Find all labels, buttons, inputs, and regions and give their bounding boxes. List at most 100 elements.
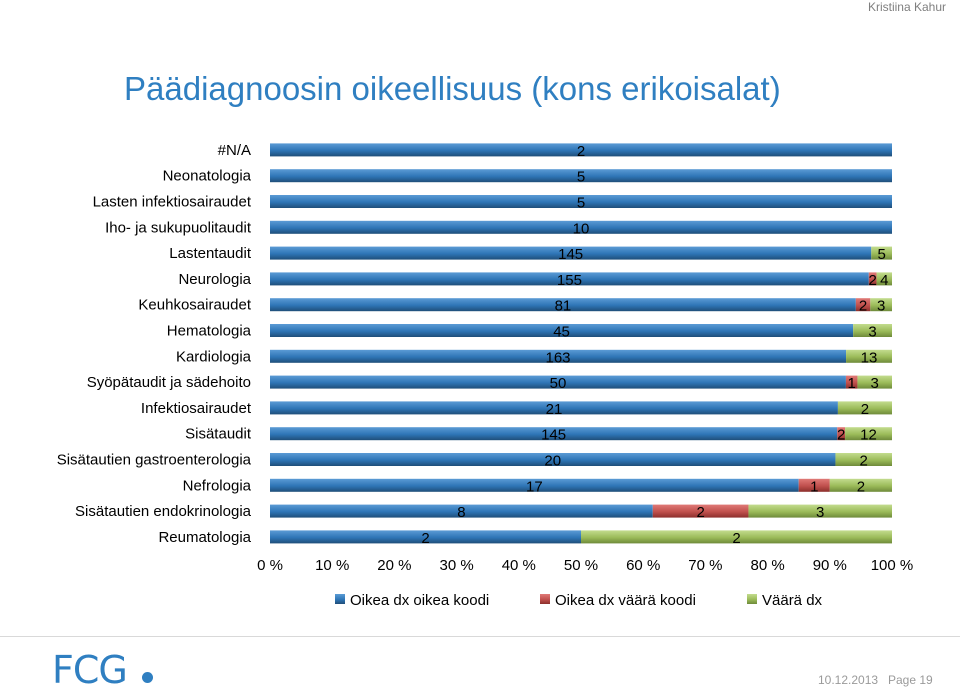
- data-label: 21: [546, 401, 563, 418]
- data-label: 2: [837, 427, 845, 444]
- data-label: 155: [557, 272, 582, 289]
- bar-segment-oikea-koodi: [270, 504, 653, 518]
- bar-segment-vaara-dx: [581, 530, 892, 544]
- fcg-logo: FCG: [52, 648, 128, 692]
- bar-segment-vaara-koodi: [652, 504, 749, 518]
- category-label: Syöpätaudit ja sädehoito: [87, 374, 251, 391]
- data-label: 145: [541, 427, 566, 444]
- legend-label: Oikea dx väärä koodi: [555, 592, 696, 609]
- bar-segment-vaara-koodi: [855, 298, 871, 312]
- legend-swatch: [540, 594, 550, 604]
- footer-page: Page 19: [888, 673, 933, 687]
- bar-segment-vaara-dx: [837, 401, 892, 415]
- bar-segment-oikea-koodi: [270, 453, 836, 466]
- x-tick-label: 10 %: [315, 557, 349, 574]
- bar-segment-oikea-koodi: [270, 195, 892, 208]
- data-label: 163: [546, 349, 571, 366]
- category-label: Kardiologia: [176, 348, 252, 365]
- data-label: 2: [859, 298, 867, 315]
- category-label: Sisätautien endokrinologia: [75, 503, 252, 520]
- x-tick-label: 100 %: [871, 557, 914, 574]
- bar-segment-vaara-dx: [748, 504, 892, 518]
- legend: Oikea dx oikea koodi Oikea dx väärä koodi…: [335, 592, 823, 609]
- data-label: 20: [544, 453, 561, 470]
- bar-segment-vaara-dx: [857, 375, 892, 389]
- bar-segment-vaara-dx: [871, 246, 892, 260]
- x-tick-label: 40 %: [502, 557, 536, 574]
- bar-segment-oikea-koodi: [270, 349, 847, 363]
- data-label: 3: [877, 298, 885, 315]
- author-name: Kristiina Kahur: [867, 0, 946, 14]
- data-label: 8: [457, 504, 465, 521]
- category-label: Lasten infektiosairaudet: [93, 194, 252, 211]
- data-label: 5: [877, 246, 885, 263]
- category-label: Reumatologia: [158, 529, 251, 546]
- slide-title: Päädiagnoosin oikeellisuus (kons erikois…: [124, 70, 781, 107]
- category-label: Neonatologia: [163, 168, 252, 185]
- data-label: 2: [861, 401, 869, 418]
- data-label: 2: [857, 478, 865, 495]
- x-tick-label: 20 %: [377, 557, 411, 574]
- bar-segment-vaara-dx: [829, 478, 892, 492]
- category-label: Keuhkosairaudet: [138, 297, 251, 314]
- category-label: Hematologia: [167, 323, 252, 340]
- x-tick-label: 30 %: [439, 557, 473, 574]
- footer-divider: [0, 636, 960, 637]
- bar-segment-oikea-koodi: [270, 220, 892, 234]
- data-label: 2: [860, 453, 868, 470]
- data-label: 13: [861, 349, 878, 366]
- bar-segment-vaara-koodi: [868, 272, 877, 286]
- bar-segment-oikea-koodi: [270, 427, 838, 441]
- bar-segment-oikea-koodi: [270, 375, 846, 389]
- data-label: 10: [573, 220, 590, 237]
- data-label: 4: [880, 272, 888, 289]
- bar-segment-vaara-koodi: [845, 375, 858, 389]
- data-label: 3: [871, 375, 879, 392]
- data-label: 2: [869, 272, 877, 289]
- category-label: Lastentaudit: [169, 245, 252, 262]
- data-label: 2: [696, 504, 704, 521]
- bar-segment-vaara-koodi: [798, 478, 830, 492]
- bar-segment-oikea-koodi: [270, 298, 856, 312]
- data-label: 145: [558, 246, 583, 263]
- legend-label: Väärä dx: [762, 592, 823, 609]
- bar-segment-vaara-dx: [876, 272, 892, 286]
- bar-segment-oikea-koodi: [270, 324, 854, 337]
- bar-segment-vaara-dx: [845, 427, 892, 441]
- bar-segment-vaara-dx: [853, 324, 892, 337]
- data-label: 50: [550, 375, 567, 392]
- data-label: 5: [577, 169, 585, 186]
- logo-dot-icon: [142, 672, 153, 683]
- data-label: 3: [816, 504, 824, 521]
- bar-segment-oikea-koodi: [270, 272, 869, 286]
- data-label: 2: [421, 530, 429, 547]
- x-tick-label: 50 %: [564, 557, 598, 574]
- bar-segment-oikea-koodi: [270, 401, 838, 415]
- bar-segment-vaara-dx: [846, 349, 892, 363]
- category-label: Neurologia: [178, 271, 251, 288]
- data-label: 17: [526, 478, 543, 495]
- data-label: 2: [577, 143, 585, 160]
- x-tick-label: 0 %: [257, 557, 283, 574]
- bar-segment-oikea-koodi: [270, 478, 799, 492]
- footer-date: 10.12.2013: [818, 673, 879, 687]
- bar-segment-vaara-dx: [870, 298, 892, 312]
- data-label: 2: [732, 530, 740, 547]
- x-tick-label: 60 %: [626, 557, 660, 574]
- x-tick-label: 90 %: [813, 557, 847, 574]
- x-tick-label: 80 %: [750, 557, 784, 574]
- bar-segment-oikea-koodi: [270, 143, 892, 157]
- legend-swatch: [747, 594, 757, 604]
- category-label: Iho- ja sukupuolitaudit: [105, 219, 252, 236]
- category-label: Nefrologia: [183, 477, 252, 494]
- data-label: 1: [848, 375, 856, 392]
- data-label: 5: [577, 195, 585, 212]
- bar-segment-vaara-koodi: [837, 427, 846, 441]
- data-label: 12: [860, 427, 877, 444]
- bar-segment-vaara-dx: [835, 453, 892, 466]
- x-axis-ticks: 0 % 10 % 20 % 30 % 40 % 50 % 60 % 70 % 80 % 90 % 1…: [257, 557, 913, 574]
- data-label: 3: [868, 324, 876, 341]
- legend-label: Oikea dx oikea koodi: [350, 592, 489, 609]
